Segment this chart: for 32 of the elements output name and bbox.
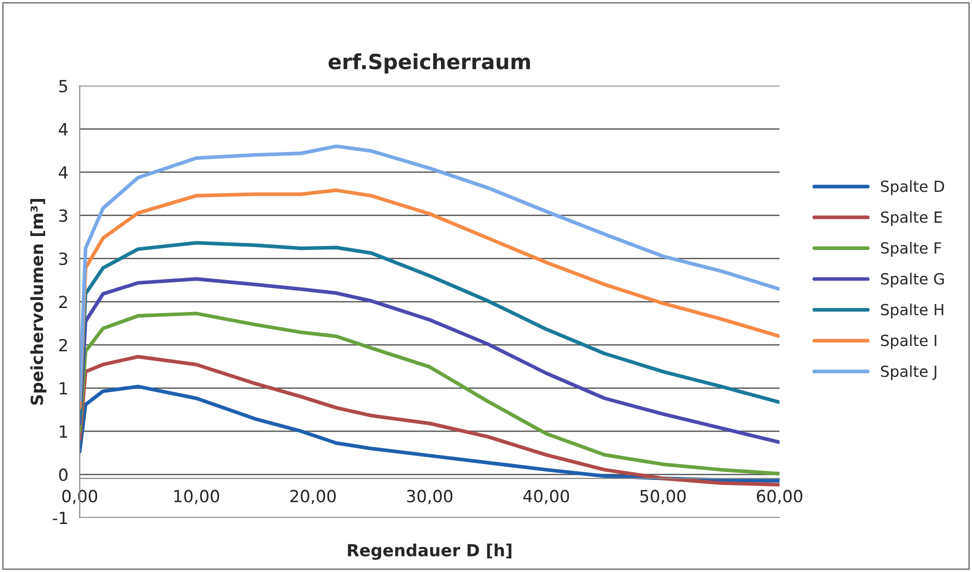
y-tick-label: 3	[59, 209, 68, 222]
y-tick-label: 1	[60, 382, 68, 394]
line-series	[80, 144, 780, 402]
x-tick-label: 60,00	[756, 490, 802, 504]
line-series	[80, 354, 780, 486]
y-tick-label: 4	[58, 166, 68, 179]
line-series	[80, 384, 780, 483]
y-tick-label: 0	[59, 468, 68, 482]
x-tick-label: 20,00	[290, 490, 336, 504]
chart-title: erf.Speicherraum	[328, 53, 530, 74]
x-tick-label: 50,00	[640, 490, 686, 504]
y-tick-label: 1	[60, 425, 68, 438]
x-tick-label: 40,00	[523, 490, 570, 504]
y-tick-label: 5	[59, 80, 68, 92]
y-axis-title: Speichervolumen [m³]	[30, 198, 46, 405]
y-tick-label: 4	[58, 123, 68, 136]
line-series	[80, 312, 780, 476]
x-tick-label: 10,00	[174, 490, 220, 504]
legend-label: Spalte I	[880, 334, 936, 350]
x-tick-label: 30,00	[407, 490, 452, 504]
legend-label: Spalte E	[880, 211, 942, 226]
y-tick-label: 2	[59, 296, 67, 308]
y-tick-label: -1	[52, 512, 68, 524]
y-tick-label: 3	[59, 252, 68, 266]
legend-label: Spalte D	[880, 180, 944, 196]
x-tick-label: 0,00	[62, 490, 98, 504]
legend-label: Spalte H	[880, 304, 944, 318]
x-axis-title: Regendauer D [h]	[348, 544, 512, 560]
legend-label: Spalte J	[880, 365, 936, 380]
legend-label: Spalte G	[880, 272, 944, 288]
y-tick-label: 2	[59, 338, 67, 352]
legend-label: Spalte F	[880, 242, 942, 257]
